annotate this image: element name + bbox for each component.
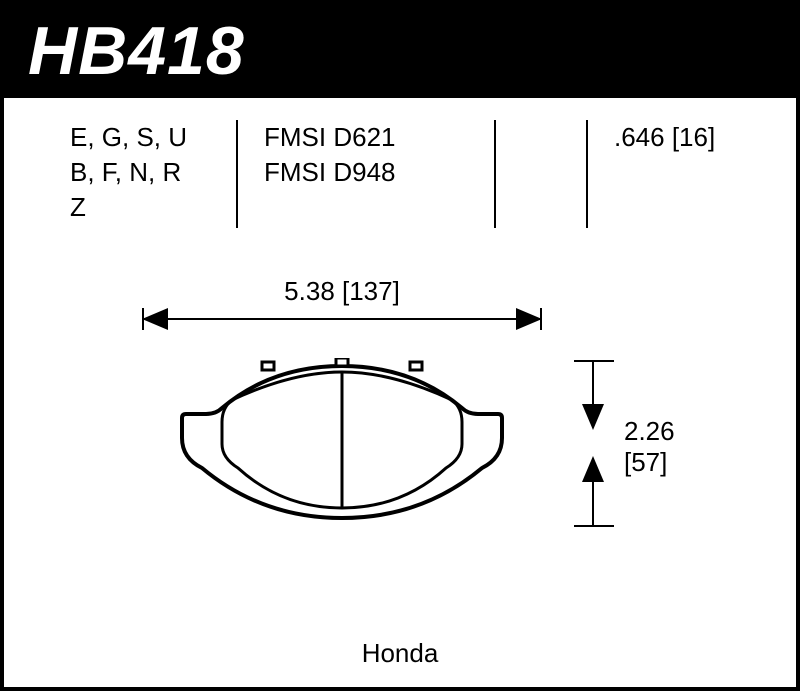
pad-bump	[410, 362, 422, 370]
height-value-mm: [57]	[624, 447, 675, 478]
part-number: HB418	[28, 12, 245, 90]
pad-bump	[336, 358, 348, 366]
dimension-line	[592, 478, 594, 526]
arrow-down-icon	[582, 404, 604, 430]
thickness-column: .646 [16]	[614, 120, 764, 155]
specs-row: E, G, S, U B, F, N, R Z FMSI D621 FMSI D…	[4, 98, 796, 248]
compound-line: Z	[70, 190, 220, 225]
brake-pad-svg	[142, 358, 542, 526]
vehicle-make-label: Honda	[4, 638, 796, 669]
width-dimension-label: 5.38 [137]	[142, 276, 542, 307]
pad-bump	[262, 362, 274, 370]
arrow-right-icon	[516, 308, 542, 330]
dimension-tick	[574, 360, 614, 362]
dimension-tick	[574, 525, 614, 527]
pad-diagram: 5.38 [137] 2.26	[4, 248, 800, 648]
height-value-inches: 2.26	[624, 416, 675, 447]
column-separator	[236, 120, 238, 228]
fmsi-column: FMSI D621 FMSI D948	[264, 120, 464, 190]
spec-sheet-frame: HB418 E, G, S, U B, F, N, R Z FMSI D621 …	[0, 0, 800, 691]
fmsi-line: FMSI D948	[264, 155, 464, 190]
height-dimension: 2.26 [57]	[592, 316, 742, 566]
width-dimension: 5.38 [137]	[142, 276, 542, 342]
header-bar: HB418	[4, 4, 796, 98]
thickness-value: .646 [16]	[614, 120, 764, 155]
fmsi-line: FMSI D621	[264, 120, 464, 155]
compound-line: E, G, S, U	[70, 120, 220, 155]
brake-pad-outline	[142, 358, 542, 526]
height-dimension-label: 2.26 [57]	[624, 416, 675, 478]
column-separator	[494, 120, 496, 228]
compound-line: B, F, N, R	[70, 155, 220, 190]
dimension-line	[142, 318, 542, 320]
compound-codes-column: E, G, S, U B, F, N, R Z	[70, 120, 220, 225]
column-separator	[586, 120, 588, 228]
dimension-line	[592, 360, 594, 408]
